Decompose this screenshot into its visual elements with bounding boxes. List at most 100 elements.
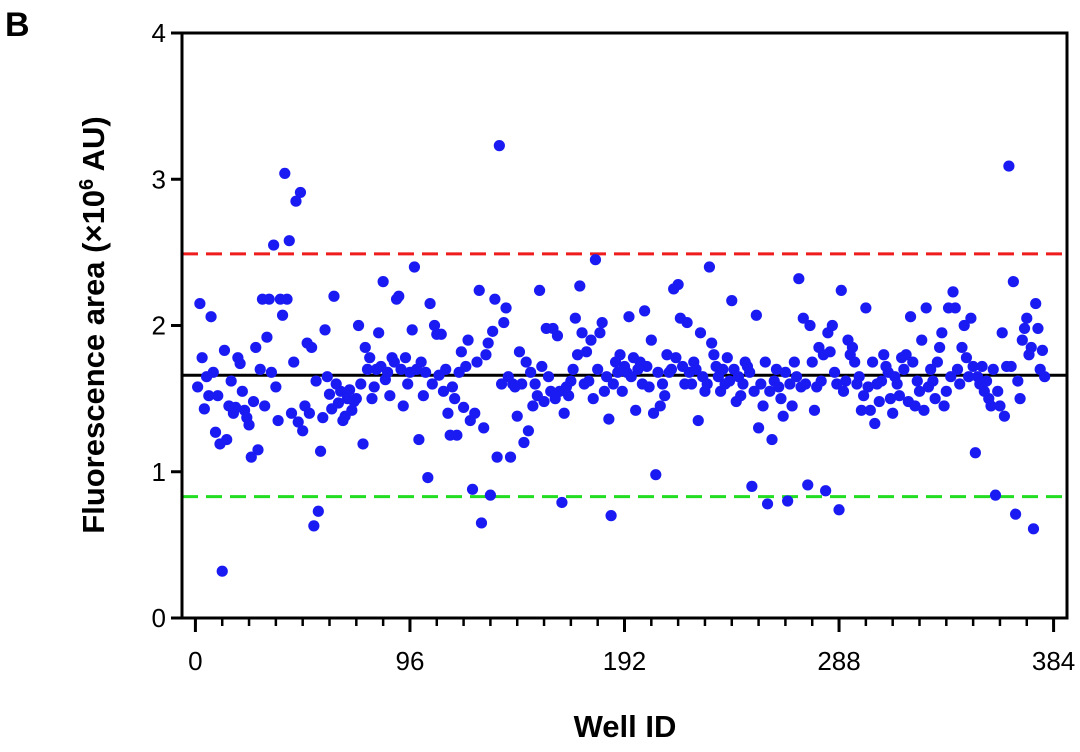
data-point [723,375,736,387]
data-point [314,445,327,457]
data-point [672,278,684,291]
data-point [335,385,347,397]
data-point [645,334,657,346]
data-point [828,366,841,378]
data-point [533,284,546,296]
data-point [368,381,380,393]
data-point [245,451,257,463]
data-point [1003,160,1015,172]
data-point [317,412,329,424]
data-point [690,363,702,375]
data-point [708,349,720,361]
data-point [471,356,483,368]
data-point [265,366,277,378]
data-point [580,346,593,358]
data-point [1039,371,1051,383]
data-point [875,375,888,387]
data-point [949,302,961,314]
data-point [862,381,874,393]
data-point [833,504,845,516]
data-point [630,404,642,416]
data-point [435,328,447,340]
data-point [292,416,304,428]
data-point [947,286,959,298]
data-point [493,140,505,152]
data-point [913,385,926,397]
data-point [840,375,852,387]
data-point [808,404,821,416]
data-point [864,404,876,416]
data-point [1030,297,1042,310]
data-point [272,414,284,427]
data-point [489,293,501,305]
data-point [656,378,669,390]
data-point [276,309,289,321]
data-point [936,327,948,339]
x-tick-label: 0 [188,646,202,676]
data-point [701,378,713,390]
data-point [1016,334,1028,346]
data-point [992,385,1004,397]
data-point [498,316,510,329]
data-point [192,381,204,393]
data-point [945,371,957,383]
data-point [625,371,637,383]
data-point [985,400,997,412]
data-point [766,433,778,446]
data-point [565,375,577,387]
data-point [243,419,255,431]
data-point [475,517,488,529]
data-point [777,410,789,422]
data-point [518,436,530,449]
y-tick-label: 3 [152,164,166,194]
data-point [328,290,340,302]
data-point [230,401,242,413]
data-point [893,390,905,402]
data-point [909,400,921,412]
data-point [306,341,318,354]
y-tick-label: 2 [152,311,166,341]
data-point [650,469,662,481]
data-point [576,327,588,339]
data-point [384,390,396,402]
data-point [994,400,1006,412]
data-point [446,381,459,393]
data-point [965,312,977,324]
data-point [567,363,579,375]
data-point [279,167,291,179]
axes: 0 1 2 3 4 0 96 192 288 384 [152,18,1076,676]
data-point [263,293,275,305]
data-point [303,407,315,419]
y-axis-title: Fluorescence area (×106 AU) [76,116,111,533]
data-point [1014,393,1026,405]
data-point [804,319,816,332]
data-point [1009,508,1022,520]
data-point [574,280,586,292]
y-tick-label: 4 [152,18,166,48]
data-point [878,349,890,361]
data-point [954,378,966,390]
data-point [931,356,943,368]
data-point [504,451,517,463]
data-point [482,337,494,349]
data-point [929,393,941,405]
data-point [1025,341,1037,354]
data-point [455,346,467,358]
data-point [887,407,899,419]
data-point [288,356,300,368]
data-point [511,410,523,422]
y-tick-label: 1 [152,457,166,487]
data-point [907,356,919,368]
data-point [569,312,581,324]
data-point [614,349,626,361]
data-point [685,378,698,390]
data-point [1027,523,1040,535]
data-point [969,447,981,459]
data-point [980,375,993,387]
data-point [236,385,248,397]
x-axis-title: Well ID [574,709,677,744]
x-tick-label: 192 [603,646,646,676]
data-point [393,290,405,302]
data-point [1018,322,1031,335]
